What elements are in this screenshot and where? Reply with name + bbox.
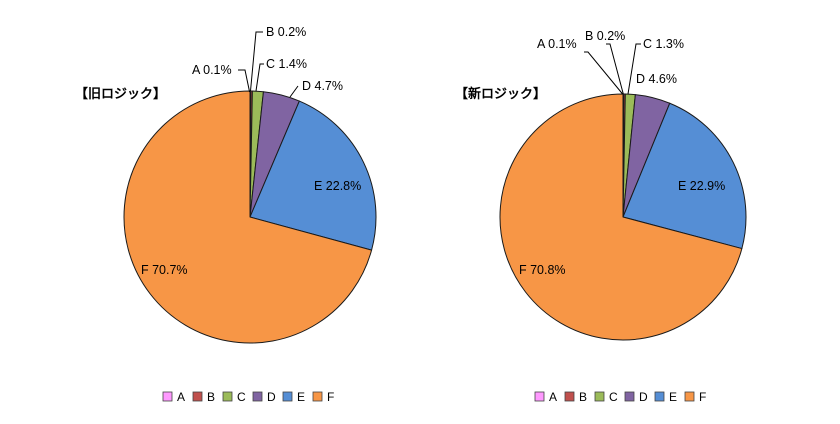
legend-label-d: D <box>639 390 648 404</box>
legend-label-f: F <box>327 390 334 404</box>
data-label-a: A 0.1% <box>192 63 232 77</box>
legend-label-f: F <box>699 390 706 404</box>
pie-slice-f <box>123 90 373 344</box>
legend-swatch-c <box>594 391 605 402</box>
leader-line-c <box>627 43 641 95</box>
legend-swatch-a <box>162 391 173 402</box>
legend-swatch-a <box>534 391 545 402</box>
legend-swatch-b <box>192 391 203 402</box>
leader-line-b <box>250 31 263 92</box>
legend-swatch-d <box>252 391 263 402</box>
data-label-e: E 22.8% <box>314 179 361 193</box>
legend-swatch-e <box>654 391 665 402</box>
data-label-b: B 0.2% <box>266 25 306 39</box>
pie-slice-e <box>249 100 377 251</box>
data-label-c: C 1.4% <box>266 57 307 71</box>
pie-slice-e <box>622 102 747 250</box>
legend-label-a: A <box>549 390 557 404</box>
pie-slice-f <box>499 93 743 341</box>
legend-label-a: A <box>177 390 185 404</box>
data-label-a: A 0.1% <box>537 37 577 51</box>
data-label-f: F 70.7% <box>141 263 188 277</box>
legend-label-e: E <box>297 390 305 404</box>
legend-label-d: D <box>267 390 276 404</box>
data-label-d: D 4.6% <box>636 72 677 86</box>
legend-label-b: B <box>207 390 215 404</box>
legend-swatch-e <box>282 391 293 402</box>
leader-line-b <box>606 43 624 95</box>
chart-title-new-logic: 【新ロジック】 <box>455 86 546 102</box>
data-label-d: D 4.7% <box>302 79 343 93</box>
data-label-b: B 0.2% <box>585 29 625 43</box>
leader-line-a <box>238 69 251 93</box>
leader-line-c <box>255 63 264 92</box>
legend-label-b: B <box>579 390 587 404</box>
legend-swatch-c <box>222 391 233 402</box>
legend-swatch-b <box>564 391 575 402</box>
legend-label-c: C <box>609 390 618 404</box>
chart-title-old-logic: 【旧ロジック】 <box>75 86 166 102</box>
legend-swatch-d <box>624 391 635 402</box>
leader-line-a <box>584 51 623 95</box>
legend-swatch-f <box>312 391 323 402</box>
legend-label-c: C <box>237 390 246 404</box>
legend-swatch-f <box>684 391 695 402</box>
legend-label-e: E <box>669 390 677 404</box>
new-logic-pie-chart: 【新ロジック】 A 0.1% B 0.2% C 1.3% D 4.6% E 22.9% F… <box>455 29 747 404</box>
data-label-e: E 22.9% <box>678 179 725 193</box>
old-logic-pie-chart: 【旧ロジック】 A 0.1% B 0.2% C 1.4% D 4.7% E 22.8% F… <box>75 25 377 404</box>
data-label-c: C 1.3% <box>643 37 684 51</box>
leader-line-d <box>289 85 299 98</box>
data-label-f: F 70.8% <box>519 263 566 277</box>
